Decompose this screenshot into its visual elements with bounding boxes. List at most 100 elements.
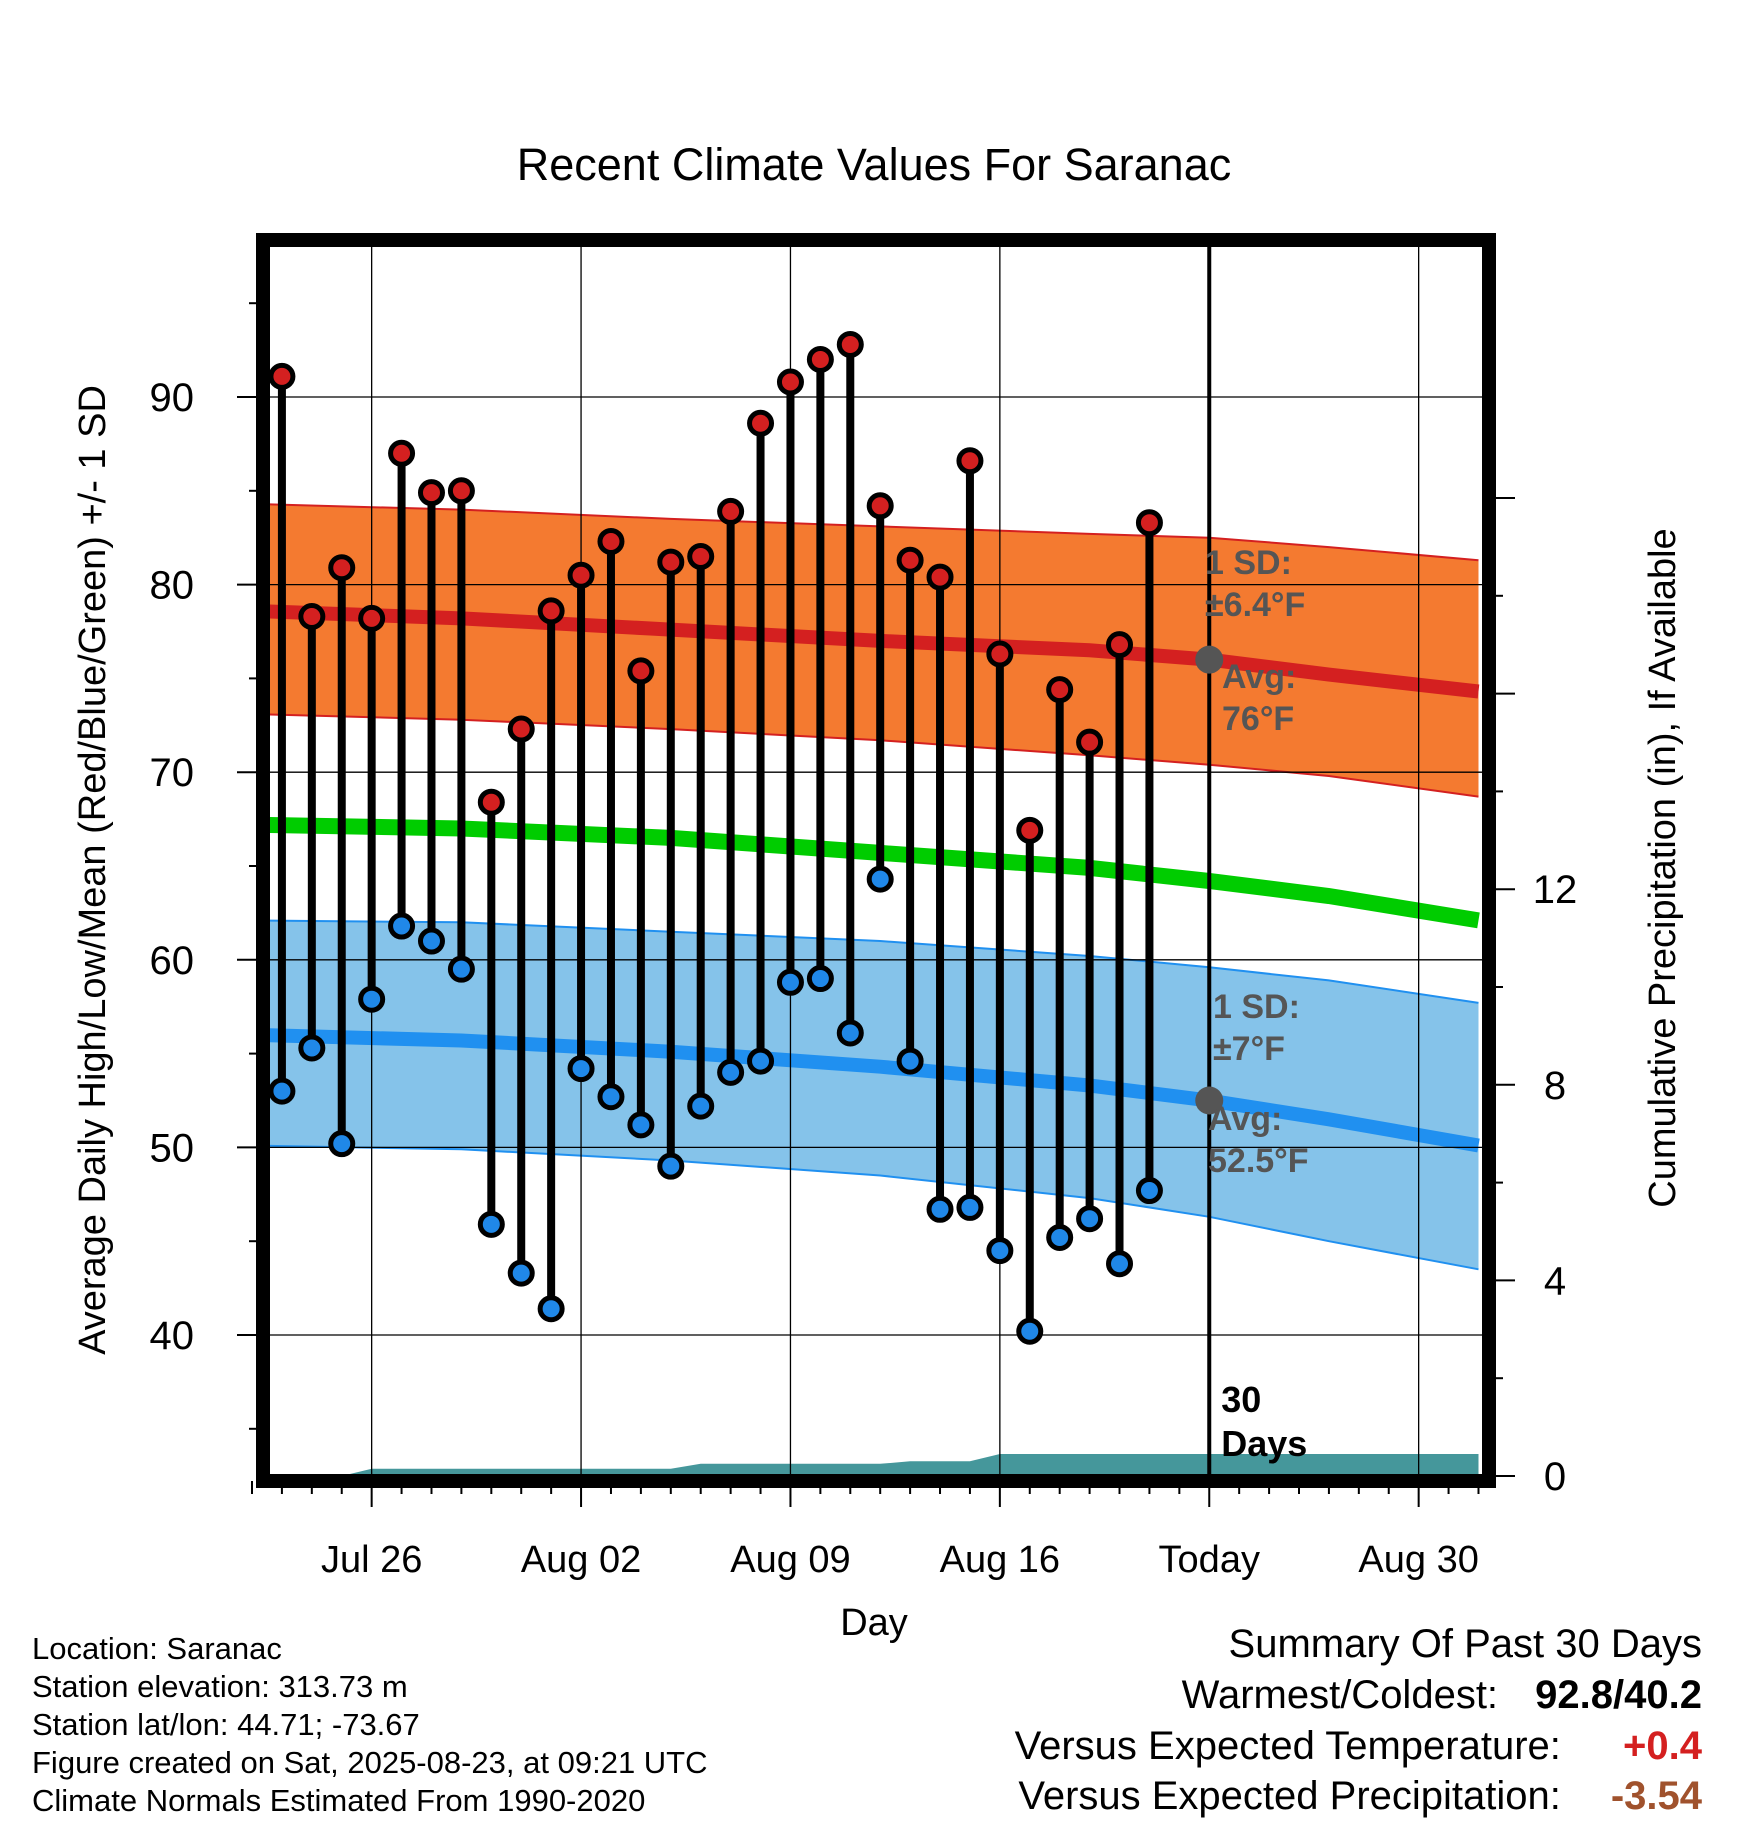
temp-versus-label: Versus Expected Temperature: [1014,1724,1561,1768]
daily-low-marker [1016,1317,1044,1345]
today-avg-high-dot [1195,645,1224,674]
daily-high-marker [986,640,1014,668]
x-tick-label: Aug 09 [730,1539,850,1581]
today-window-label: 30 Days [1221,1379,1307,1464]
x-tick-label: Aug 30 [1358,1539,1478,1581]
daily-high-marker [687,542,715,570]
daily-low-marker [1106,1250,1134,1278]
y2-tick-label: 12 [1533,868,1578,912]
daily-high-marker [1016,816,1044,844]
daily-low-marker [776,968,804,996]
daily-low-marker [388,912,416,940]
temp-versus-value: +0.4 [1623,1724,1702,1768]
daily-high-marker [1046,676,1074,704]
daily-low-marker [627,1111,655,1139]
y-tick-label: 90 [150,376,195,420]
daily-high-marker [956,447,984,475]
y-tick-label: 70 [150,751,195,795]
daily-low-marker [956,1193,984,1221]
plot-frame [256,233,1496,1488]
daily-high-marker [567,561,595,589]
created-text: Figure created on Sat, 2025-08-23, at 09… [32,1745,708,1780]
daily-high-marker [866,492,894,520]
daily-high-marker [597,527,625,555]
warmest-coldest-label: Warmest/Coldest: [1181,1673,1499,1717]
daily-low-marker [507,1259,535,1287]
low-band-upper-edge [270,919,1479,1004]
daily-high-marker [537,597,565,625]
daily-low-marker [717,1058,745,1086]
daily-high-marker [657,548,685,576]
daily-low-marker [1046,1223,1074,1251]
high-sd-annotation: 1 SD: ±6.4°F [1205,544,1305,624]
high-avg-annotation: Avg: 76°F [1222,658,1296,738]
summary-warmest-coldest: Warmest/Coldest: 92.8/40.2 [1182,1673,1702,1718]
daily-low-marker [1076,1205,1104,1233]
low-band-lower-edge [270,1144,1479,1271]
normal-mean-line [270,817,1480,929]
y2-axis-label: Cumulative Precipitation (in), If Availa… [1642,528,1684,1207]
daily-high-marker [477,788,505,816]
daily-low-marker [687,1092,715,1120]
x-tick-label: Aug 16 [940,1539,1060,1581]
summary-heading: Summary Of Past 30 Days [1228,1622,1702,1666]
daily-low-marker [358,985,386,1013]
daily-low-marker [537,1295,565,1323]
high-band-lower-edge [270,713,1479,798]
x-tick-label: Today [1159,1539,1260,1581]
daily-high-marker [717,497,745,525]
y2-tick-label: 8 [1544,1064,1566,1108]
daily-low-marker [597,1083,625,1111]
high-band-upper-edge [270,503,1479,562]
x-tick-label: Aug 02 [521,1539,641,1581]
y-axis-label: Average Daily High/Low/Mean (Red/Blue/Gr… [72,385,114,1355]
precip-versus-label: Versus Expected Precipitation: [1018,1774,1561,1818]
low-sd-annotation: 1 SD: ±7°F [1213,988,1300,1068]
normal-low-mean-line [270,1028,1480,1153]
daily-high-marker [358,604,386,632]
y-tick-label: 40 [150,1314,195,1358]
daily-low-marker [328,1130,356,1158]
plot-area: 1 SD: ±6.4°F Avg: 76°F 1 SD: ±7°F Avg: 52.5°F 30… [150,233,1578,1581]
low-avg-annotation: Avg: 52.5°F [1208,1100,1309,1180]
y2-tick-label: 0 [1544,1455,1566,1499]
daily-high-marker [1135,509,1163,537]
daily-low-marker [806,965,834,993]
daily-low-marker [417,927,445,955]
daily-high-marker [298,602,326,630]
daily-low-marker [896,1047,924,1075]
x-axis-label: Day [840,1602,908,1644]
y-tick-label: 50 [150,1126,195,1170]
normals-text: Climate Normals Estimated From 1990-2020 [32,1783,646,1818]
cumulative-precip-area [349,1454,1479,1474]
daily-low-marker [836,1019,864,1047]
daily-high-marker [388,439,416,467]
today-avg-low-dot [1195,1086,1224,1115]
daily-high-marker [507,715,535,743]
daily-high-marker [1076,728,1104,756]
daily-low-marker [866,865,894,893]
y-tick-label: 80 [150,564,195,608]
daily-high-marker [806,345,834,373]
daily-high-marker [926,563,954,591]
daily-high-marker [836,330,864,358]
daily-low-marker [657,1152,685,1180]
daily-low-marker [1135,1177,1163,1205]
daily-low-marker [567,1055,595,1083]
daily-high-marker [1106,631,1134,659]
low-band [270,920,1479,1270]
daily-low-marker [298,1034,326,1062]
x-tick-label: Jul 26 [321,1539,422,1581]
plot-inner: 1 SD: ±6.4°F Avg: 76°F 1 SD: ±7°F Avg: 52.5°F 30… [270,247,1482,1474]
normal-high-mean-line [270,604,1480,699]
daily-low-marker [477,1210,505,1238]
y2-tick-label: 4 [1544,1259,1566,1303]
elevation-text: Station elevation: 313.73 m [32,1669,408,1704]
daily-high-marker [627,657,655,685]
daily-high-marker [896,546,924,574]
daily-low-marker [270,1077,296,1105]
station-info: Location: Saranac Station elevation: 313… [32,1630,708,1820]
daily-high-marker [447,477,475,505]
daily-high-marker [270,362,296,390]
